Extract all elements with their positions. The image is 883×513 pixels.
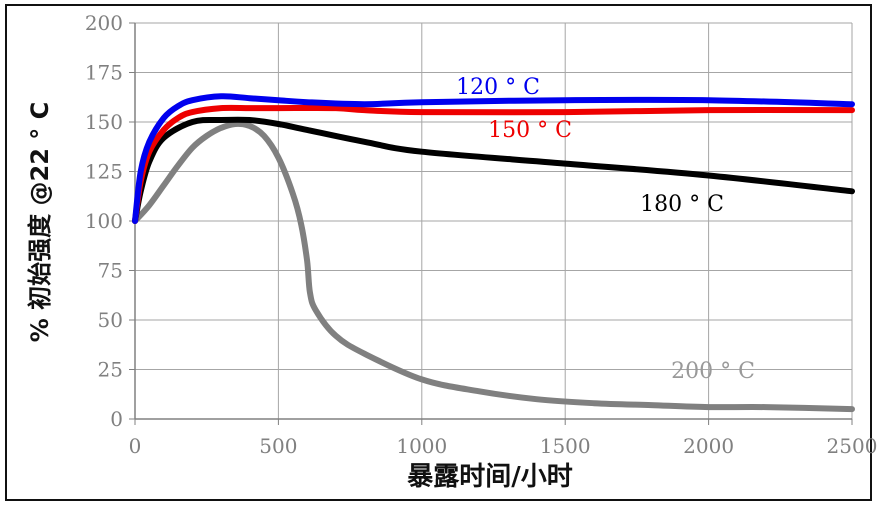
y-tick-label: 100 xyxy=(85,209,123,233)
x-axis: 0 500 1000 1500 2000 2500 xyxy=(129,418,878,458)
series-label-3: 200 ° C xyxy=(671,359,755,384)
series-line-1 xyxy=(132,104,855,224)
y-tick-label: 125 xyxy=(85,160,123,184)
series-line-3 xyxy=(132,120,855,413)
chart-frame xyxy=(5,4,872,501)
series-line-2 xyxy=(132,116,855,224)
y-tick-label: 50 xyxy=(98,308,123,332)
series-labels: 120 ° C 150 ° C 180 ° C 200 ° C xyxy=(456,75,755,384)
y-axis-title: % 初始强度 @22 ° C xyxy=(26,102,54,342)
y-tick-label: 25 xyxy=(98,358,123,382)
y-tick-label: 75 xyxy=(98,259,123,283)
y-tick-label: 175 xyxy=(85,61,123,85)
x-tick-label: 2500 xyxy=(827,434,878,458)
y-tick-label: 0 xyxy=(110,407,123,431)
y-tick-label: 200 xyxy=(85,11,123,35)
x-axis-title: 暴露时间/小时 xyxy=(407,462,573,492)
x-tick-label: 2000 xyxy=(683,434,734,458)
x-tick-label: 1000 xyxy=(396,434,447,458)
x-tick-label: 1500 xyxy=(540,434,591,458)
y-axis: 0 25 50 75 100 125 150 175 200 xyxy=(85,11,136,431)
x-tick-label: 500 xyxy=(259,434,297,458)
series-lines xyxy=(132,93,855,413)
series-line-0 xyxy=(132,93,855,224)
series-label-0: 120 ° C xyxy=(456,75,540,100)
x-tick-label: 0 xyxy=(129,434,142,458)
series-label-1: 150 ° C xyxy=(488,118,572,143)
series-label-2: 180 ° C xyxy=(640,192,724,217)
y-tick-label: 150 xyxy=(85,110,123,134)
